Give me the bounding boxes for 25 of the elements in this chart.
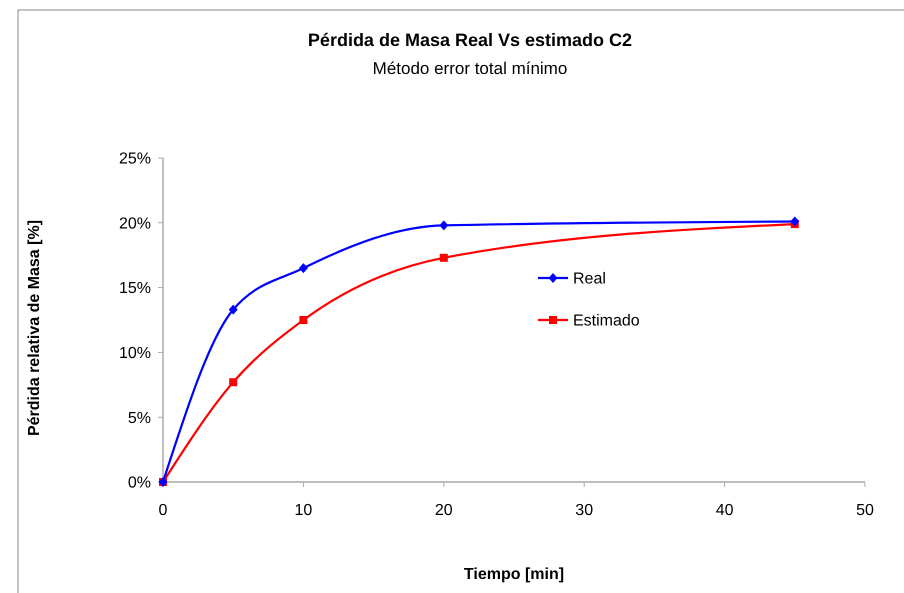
y-tick-label: 0% (128, 474, 151, 492)
point (439, 220, 448, 230)
x-tick-label: 0 (158, 502, 168, 519)
point (790, 216, 800, 227)
chart-subtitle: Método error total mínimo (372, 59, 568, 78)
point (229, 378, 238, 386)
legend-label: Real (573, 270, 606, 288)
y-tick-label: 20% (118, 215, 151, 232)
y-axis-title: Pérdida relativa de Masa [%] (26, 220, 43, 436)
y-tick-label: 5% (128, 410, 151, 427)
point (298, 263, 308, 274)
x-tick-label: 10 (294, 502, 312, 519)
x-axis-title: Tiempo [min] (464, 566, 564, 583)
point (299, 316, 308, 324)
y-tick-label: 25% (118, 150, 151, 168)
y-tick-label: 15% (118, 280, 151, 298)
x-tick-label: 40 (716, 502, 734, 519)
y-tick-label: 10% (118, 345, 151, 362)
x-tick-label: 20 (434, 502, 453, 519)
point (440, 254, 448, 262)
x-tick-label: 30 (575, 502, 594, 519)
legend-label: Estimado (573, 312, 640, 330)
chart-title: Pérdida de Masa Real Vs estimado C2 (308, 30, 632, 50)
x-tick-label: 50 (856, 502, 874, 519)
point (228, 304, 238, 315)
